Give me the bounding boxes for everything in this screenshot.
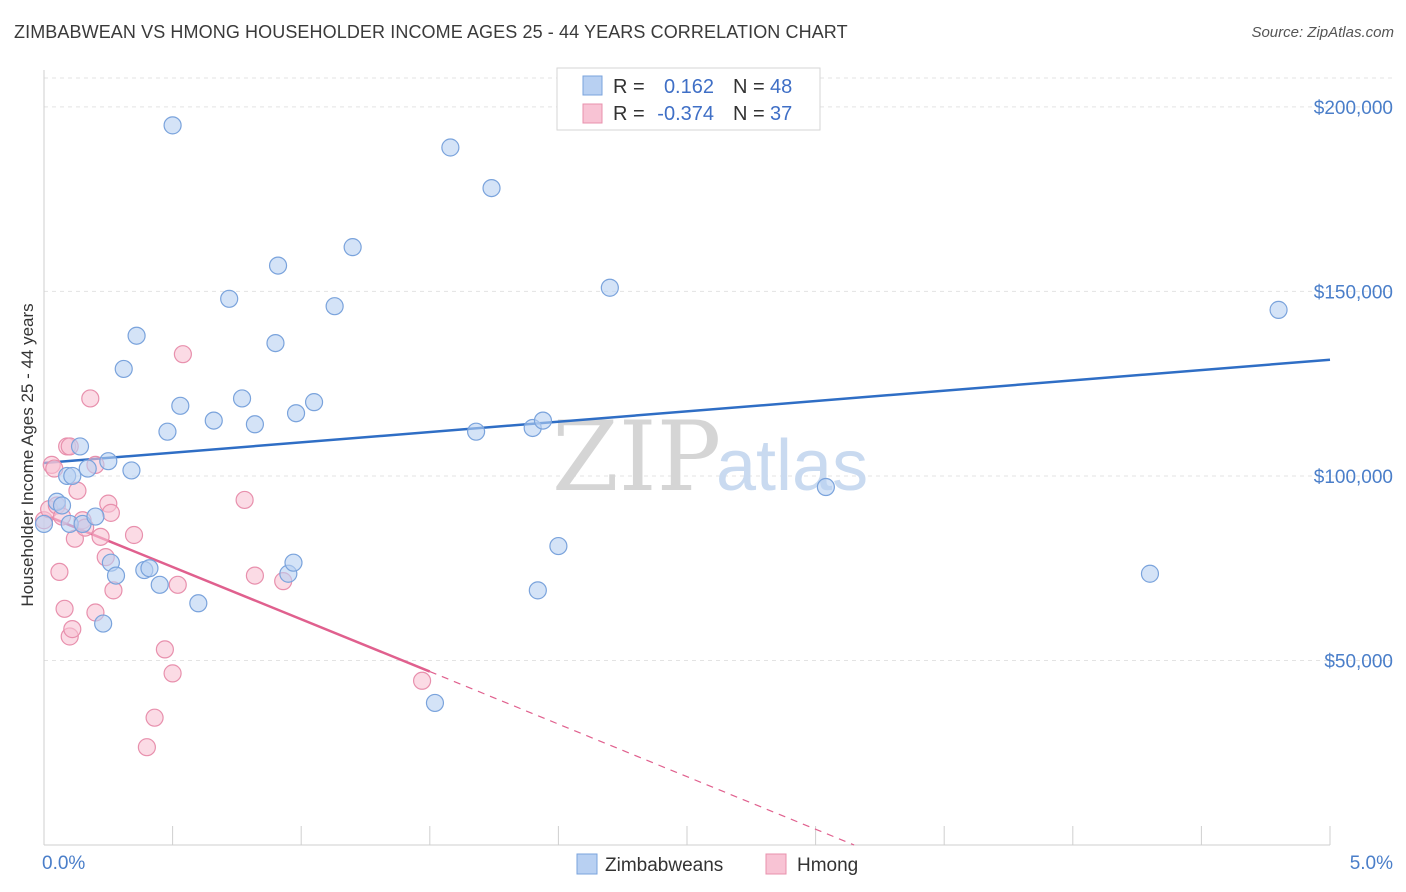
y-tick-labels: $50,000 $100,000 $150,000 $200,000 — [1314, 98, 1393, 673]
hmong-point — [124, 525, 144, 545]
legend: R = 0.162 N = 48 R = -0.374 N = 37 — [556, 67, 821, 131]
zimbabweans-point — [52, 496, 72, 515]
x-tick-label-min: 0.0% — [42, 853, 85, 874]
zimbabweans-point — [425, 693, 445, 713]
hmong-point — [91, 527, 110, 546]
zimbabweans-point — [816, 477, 835, 497]
zimbabweans-point — [158, 422, 177, 441]
zimbabweans-point — [171, 396, 190, 415]
zimbabweans-point — [163, 116, 182, 135]
zimbabweans-point — [286, 404, 306, 423]
hmong-point — [50, 562, 69, 582]
hmong-point — [101, 503, 120, 522]
hmong-point — [173, 345, 192, 364]
chart-source: Source: ZipAtlas.com — [1251, 24, 1394, 41]
zimbabweans-point — [127, 326, 146, 345]
bottom-legend-swatch-zimbabweans — [576, 853, 598, 875]
hmong-point — [412, 671, 432, 690]
hmong-point — [245, 566, 265, 585]
bottom-legend-swatch-hmong — [765, 853, 787, 875]
trend-line-hmong-extension — [429, 670, 855, 846]
zimbabweans-point — [304, 393, 324, 412]
zimbabweans-point — [114, 359, 133, 379]
zimbabweans-point — [1269, 300, 1288, 319]
hmong-point — [145, 708, 164, 727]
legend-swatch-zimbabweans — [582, 75, 603, 96]
y-tick-label: $50,000 — [1324, 651, 1393, 672]
zimbabweans-point — [86, 507, 105, 526]
zimbabweans-point — [466, 422, 486, 441]
zimbabweans-point — [106, 566, 126, 585]
zimbabweans-point — [34, 514, 54, 534]
hmong-point — [155, 640, 174, 659]
zimbabweans-point — [99, 452, 118, 471]
zimbabweans-point — [343, 238, 362, 257]
trend-line-zimbabweans — [43, 358, 1331, 465]
zimbabweans-point — [268, 256, 288, 275]
watermark-atlas: atlas — [716, 426, 868, 506]
y-tick-label: $100,000 — [1314, 467, 1393, 488]
chart-title: ZIMBABWEAN VS HMONG HOUSEHOLDER INCOME A… — [14, 22, 848, 42]
x-tick-label-max: 5.0% — [1350, 853, 1393, 874]
x-ticks — [172, 826, 1331, 845]
zimbabweans-point — [245, 415, 265, 434]
hmong-point — [81, 389, 100, 408]
hmong-point — [235, 490, 254, 510]
watermark: ZIP atlas — [552, 401, 868, 513]
zimbabweans-point — [204, 411, 223, 430]
hmong-points — [34, 345, 432, 757]
zimbabweans-point — [441, 138, 460, 157]
legend-swatch-hmong — [582, 103, 603, 124]
legend-r-label-zimbabweans: R = — [613, 76, 645, 98]
zimbabweans-point — [325, 297, 344, 316]
zimbabweans-point — [189, 594, 208, 613]
zimbabweans-point — [600, 278, 619, 297]
zimbabweans-point — [533, 411, 553, 430]
legend-n-label-hmong: N = — [733, 103, 765, 125]
bottom-legend: Zimbabweans Hmong — [576, 853, 858, 876]
zimbabweans-point — [232, 389, 252, 408]
hmong-point — [163, 664, 182, 683]
legend-r-label-hmong: R = — [613, 103, 645, 125]
zimbabweans-point — [266, 333, 285, 353]
bottom-legend-label-zimbabweans: Zimbabweans — [605, 855, 723, 876]
hmong-point — [63, 620, 82, 639]
zimbabweans-point — [78, 459, 97, 478]
zimbabweans-point — [94, 614, 113, 633]
zimbabweans-points — [34, 116, 1288, 713]
hmong-point — [168, 575, 187, 594]
y-axis-label: Householder Income Ages 25 - 44 years — [18, 303, 37, 606]
legend-n-value-hmong: 37 — [770, 103, 792, 125]
zimbabweans-point — [220, 289, 239, 308]
legend-r-value-hmong: -0.374 — [657, 103, 714, 125]
hmong-point — [137, 738, 156, 757]
legend-r-value-zimbabweans: 0.162 — [664, 76, 714, 98]
legend-n-value-zimbabweans: 48 — [770, 76, 792, 98]
zimbabweans-point — [70, 437, 90, 456]
zimbabweans-point — [549, 536, 568, 556]
y-tick-label: $150,000 — [1314, 282, 1393, 303]
zimbabweans-point — [140, 559, 159, 578]
zimbabweans-point — [528, 581, 547, 600]
zimbabweans-point — [1140, 564, 1160, 583]
zimbabweans-point — [284, 553, 303, 572]
hmong-point — [55, 599, 74, 618]
watermark-zip: ZIP — [552, 401, 721, 513]
zimbabweans-point — [150, 575, 169, 594]
legend-n-label-zimbabweans: N = — [733, 76, 765, 98]
zimbabweans-point — [122, 461, 141, 480]
hmong-point — [104, 581, 123, 600]
bottom-legend-label-hmong: Hmong — [797, 855, 858, 876]
y-tick-label: $200,000 — [1314, 98, 1393, 119]
zimbabweans-point — [482, 178, 501, 198]
zimbabweans-point — [63, 466, 82, 486]
